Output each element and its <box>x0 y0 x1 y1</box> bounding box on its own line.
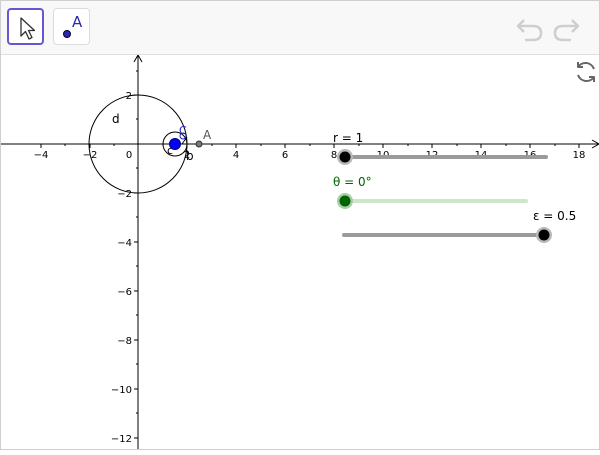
slider-epsilon-label: ε = 0.5 <box>533 209 576 223</box>
y-axis-ticks <box>134 70 138 439</box>
circle-c-label: c <box>167 144 173 157</box>
point-b-label: b <box>186 149 194 163</box>
x-tick-label: 8 <box>331 150 337 161</box>
redo-icon[interactable] <box>551 14 581 44</box>
x-tick-label: 0 <box>126 150 132 161</box>
x-axis-ticks <box>40 144 580 148</box>
point-a-label: A <box>203 128 212 142</box>
cursor-arrow-icon <box>20 17 36 40</box>
y-tick-label: −12 <box>111 434 132 445</box>
slider-theta-label: θ = 0° <box>333 175 372 189</box>
y-tick-label: −10 <box>111 385 132 396</box>
slider-r-label: r = 1 <box>333 131 363 145</box>
y-tick-label: −4 <box>117 238 132 249</box>
slider-theta-handle[interactable] <box>339 195 351 207</box>
x-tick-label: −4 <box>34 150 49 161</box>
y-tick-label: −8 <box>117 336 132 347</box>
y-axis-arrow <box>133 55 143 63</box>
x-tick-label: 2 <box>184 150 190 161</box>
graphics-view[interactable]: −4 −2 0 2 4 6 8 10 12 14 16 18 2 −2 −4 −… <box>1 55 599 449</box>
y-tick-labels: 2 −2 −4 −6 −8 −10 −12 <box>111 91 132 445</box>
point-tool-button[interactable]: A <box>53 8 90 45</box>
y-tick-label: −2 <box>117 189 132 200</box>
point-a[interactable] <box>195 140 203 148</box>
point-c-top-label: C <box>179 124 187 137</box>
slider-r-handle[interactable] <box>339 151 351 163</box>
point-center[interactable] <box>169 138 181 150</box>
x-axis-arrow <box>591 139 599 149</box>
move-tool-button[interactable] <box>7 8 44 45</box>
undo-icon[interactable] <box>515 14 545 44</box>
toolbar: A <box>1 1 599 55</box>
point-tool-label: A <box>72 13 83 31</box>
y-tick-label: 2 <box>126 91 132 102</box>
y-tick-label: −6 <box>117 287 132 298</box>
x-tick-label: 6 <box>282 150 288 161</box>
point-c-top[interactable] <box>179 132 187 140</box>
x-tick-label: 18 <box>573 150 586 161</box>
circle-c[interactable] <box>162 131 188 157</box>
circle-d-label: d <box>112 112 120 126</box>
point-icon <box>63 30 71 38</box>
slider-epsilon-handle[interactable] <box>538 229 550 241</box>
segment <box>181 136 188 145</box>
refresh-icon[interactable] <box>573 59 599 85</box>
x-tick-label: 4 <box>233 150 239 161</box>
